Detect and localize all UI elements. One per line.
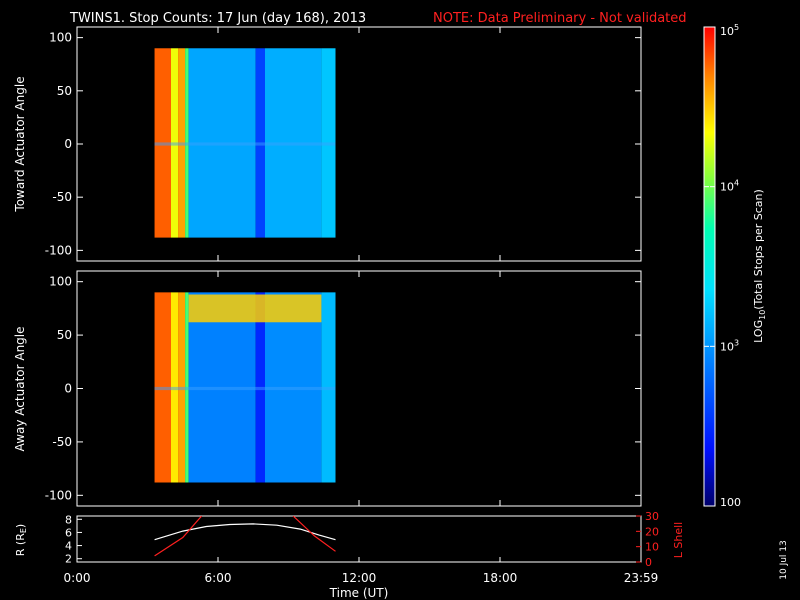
ytick-label-0-0: 100 xyxy=(49,31,72,45)
time-tick-label-4: 23:59 xyxy=(624,571,659,585)
time-tick-label-2: 12:00 xyxy=(342,571,377,585)
lshell-tick-label-1: 20 xyxy=(645,525,659,538)
colorbar-label: LOG10(Total Stops per Scan) xyxy=(752,189,767,343)
time-tick-label-1: 6:00 xyxy=(205,571,232,585)
date-stamp: 10 Jul 13 xyxy=(779,540,789,580)
orbit-ytick-label-2: 4 xyxy=(65,540,72,553)
colorbar xyxy=(704,27,715,506)
radius-line xyxy=(154,523,336,541)
toward-ylabel: Toward Actuator Angle xyxy=(13,76,27,212)
ytick-label-1-0: 100 xyxy=(49,275,72,289)
lshell-tick-label-0: 30 xyxy=(645,510,659,523)
orbit-ytick-label-0: 8 xyxy=(65,513,72,526)
away-ylabel: Away Actuator Angle xyxy=(13,326,27,451)
zero-stripe-0 xyxy=(154,142,336,146)
zero-stripe-1 xyxy=(154,386,336,391)
ytick-label-1-3: -50 xyxy=(52,435,72,449)
time-xlabel: Time (UT) xyxy=(329,586,389,600)
time-tick-label-0: 0:00 xyxy=(64,571,91,585)
away-heatmap xyxy=(154,292,336,483)
ytick-label-0-2: 0 xyxy=(64,137,72,151)
ytick-label-0-1: 50 xyxy=(57,84,72,98)
toward-heatmap xyxy=(154,48,336,238)
cbar-tick-label-2: 103 xyxy=(720,338,739,353)
time-tick-label-3: 18:00 xyxy=(483,571,518,585)
orbit-ytick-label-1: 6 xyxy=(65,526,72,539)
preliminary-note: NOTE: Data Preliminary - Not validated xyxy=(433,11,687,26)
cbar-tick-label-0: 105 xyxy=(720,23,739,38)
orbit-lines xyxy=(154,516,336,557)
lshell-tick-label-2: 10 xyxy=(645,541,659,554)
orbit-panel-frame xyxy=(76,515,642,563)
ytick-label-1-1: 50 xyxy=(57,328,72,342)
ytick-label-0-4: -100 xyxy=(45,243,72,257)
orbit-ylabel: R (RE) xyxy=(14,524,28,556)
ytick-label-1-4: -100 xyxy=(45,488,72,502)
chart-title: TWINS1. Stop Counts: 17 Jun (day 168), 2… xyxy=(69,11,366,26)
ytick-label-0-3: -50 xyxy=(52,190,72,204)
lshell-line-1 xyxy=(154,516,203,557)
ytick-label-1-2: 0 xyxy=(64,382,72,396)
cbar-tick-label-3: 100 xyxy=(720,496,741,509)
colorbar-frame xyxy=(703,26,716,507)
axes-group: 100500-50-100100500-50-100864230201000:0… xyxy=(45,27,659,585)
hot-band-1 xyxy=(188,294,322,323)
lshell-ylabel: L Shell xyxy=(672,522,685,558)
orbit-ytick-label-3: 2 xyxy=(65,553,72,566)
lshell-tick-label-3: 0 xyxy=(645,556,652,569)
cbar-tick-label-1: 104 xyxy=(720,179,739,194)
lshell-line-2 xyxy=(292,516,336,552)
